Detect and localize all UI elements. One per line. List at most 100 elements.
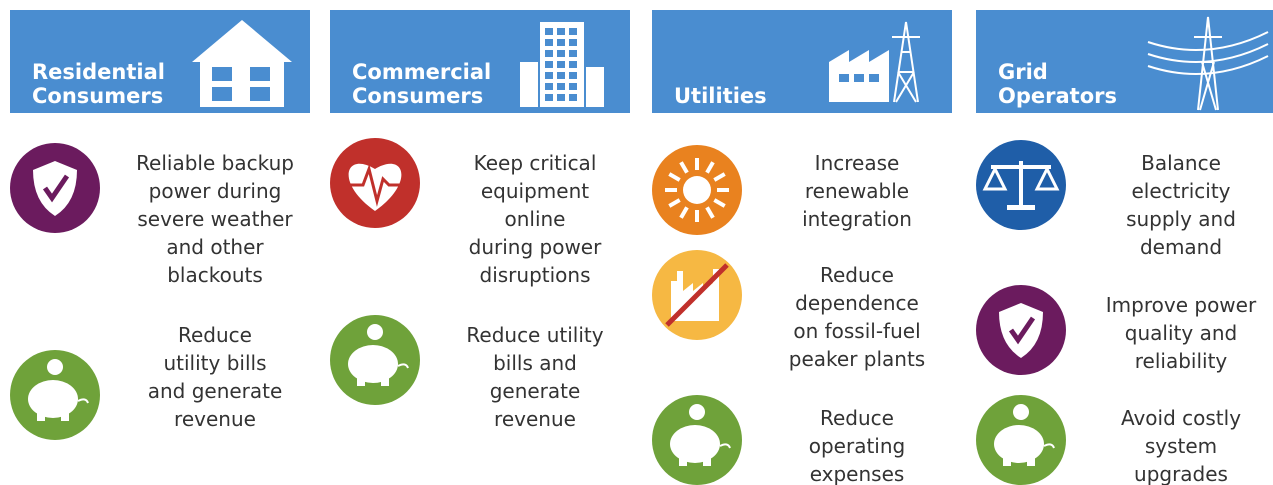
check [1008, 316, 1036, 345]
sun-ray [668, 172, 681, 182]
item-text: Balance [1141, 151, 1221, 175]
window [569, 72, 577, 79]
item-text: upgrades [1134, 462, 1228, 485]
item-text: supply and [1126, 207, 1236, 231]
window [569, 28, 577, 35]
header-icon [1147, 16, 1269, 111]
window [569, 50, 577, 57]
window [569, 61, 577, 68]
pig-leg [703, 456, 711, 466]
coin [367, 324, 383, 340]
item-text: revenue [174, 407, 256, 431]
wire [1147, 31, 1269, 51]
pig-tail [397, 363, 409, 369]
icon [652, 145, 742, 235]
icon [652, 395, 742, 485]
item-text: demand [1140, 235, 1222, 259]
item-text: Reduce [820, 263, 894, 287]
item-text: peaker plants [789, 347, 925, 371]
item-text: integration [802, 207, 912, 231]
header-title: Operators [998, 84, 1117, 108]
window [557, 50, 565, 57]
window [250, 67, 270, 81]
item-text: severe weather [137, 207, 293, 231]
header-title: Consumers [32, 84, 163, 108]
pulse [333, 163, 417, 207]
header-icon [520, 22, 604, 107]
item-text: reliability [1135, 349, 1228, 373]
coin [47, 359, 63, 375]
coin [689, 404, 705, 420]
item-text: system [1145, 434, 1217, 458]
header-icon [829, 21, 920, 103]
sun-ray [679, 206, 689, 219]
header-title: Grid [998, 60, 1048, 84]
icon [10, 350, 100, 440]
shield [999, 303, 1043, 358]
item-text: revenue [494, 407, 576, 431]
scale-post [1019, 161, 1023, 205]
header: Utilities [652, 10, 952, 113]
window [839, 74, 849, 82]
pylon [892, 21, 920, 103]
scale-pan [982, 165, 1008, 191]
scale-pan [1034, 165, 1060, 191]
sun-ray [668, 198, 681, 208]
header-title: Consumers [352, 84, 483, 108]
icon [330, 138, 420, 228]
window [545, 61, 553, 68]
item-text: and generate [148, 379, 283, 403]
item-text: bills and [493, 351, 577, 375]
window [569, 39, 577, 46]
icon [330, 315, 420, 405]
icon [976, 395, 1066, 485]
header-bg [652, 10, 952, 113]
item-text: Keep critical [474, 151, 597, 175]
wire [1147, 55, 1269, 75]
item-text: on fossil-fuel [793, 319, 920, 343]
window [545, 28, 553, 35]
annex [520, 62, 538, 107]
pig-leg [61, 411, 69, 421]
item-text: Avoid costly [1121, 406, 1241, 430]
window [545, 39, 553, 46]
sun-ray [713, 198, 726, 208]
coin [1013, 404, 1029, 420]
item-text: generate [490, 379, 581, 403]
window [545, 72, 553, 79]
pig-leg [1003, 456, 1011, 466]
sun-ray [705, 161, 715, 174]
item-text: Increase [815, 151, 900, 175]
icon [10, 143, 100, 233]
item-text: during power [469, 235, 602, 259]
pig-body [670, 425, 720, 463]
item-text: utility bills [163, 351, 266, 375]
scale-beam [991, 165, 1051, 169]
window [212, 87, 232, 101]
item-text: Reduce [178, 323, 252, 347]
no-line [665, 263, 729, 327]
pig-leg [37, 411, 45, 421]
item-text: Reduce [820, 406, 894, 430]
header-title: Commercial [352, 60, 491, 84]
item-text: expenses [810, 462, 905, 485]
item-text: quality and [1125, 321, 1237, 345]
item-text: Reduce utility [466, 323, 603, 347]
pig-body [28, 380, 78, 418]
item-text: online [504, 207, 565, 231]
sun-ray [705, 206, 715, 219]
window [557, 28, 565, 35]
pig-body [348, 345, 398, 383]
item-text: Improve power [1106, 293, 1257, 317]
icon [976, 140, 1066, 230]
item-text: disruptions [480, 263, 591, 287]
icon [652, 250, 742, 340]
window [250, 87, 270, 101]
item-text: blackouts [167, 263, 263, 287]
window [545, 94, 553, 101]
house [192, 20, 292, 107]
header-title: Residential [32, 60, 165, 84]
